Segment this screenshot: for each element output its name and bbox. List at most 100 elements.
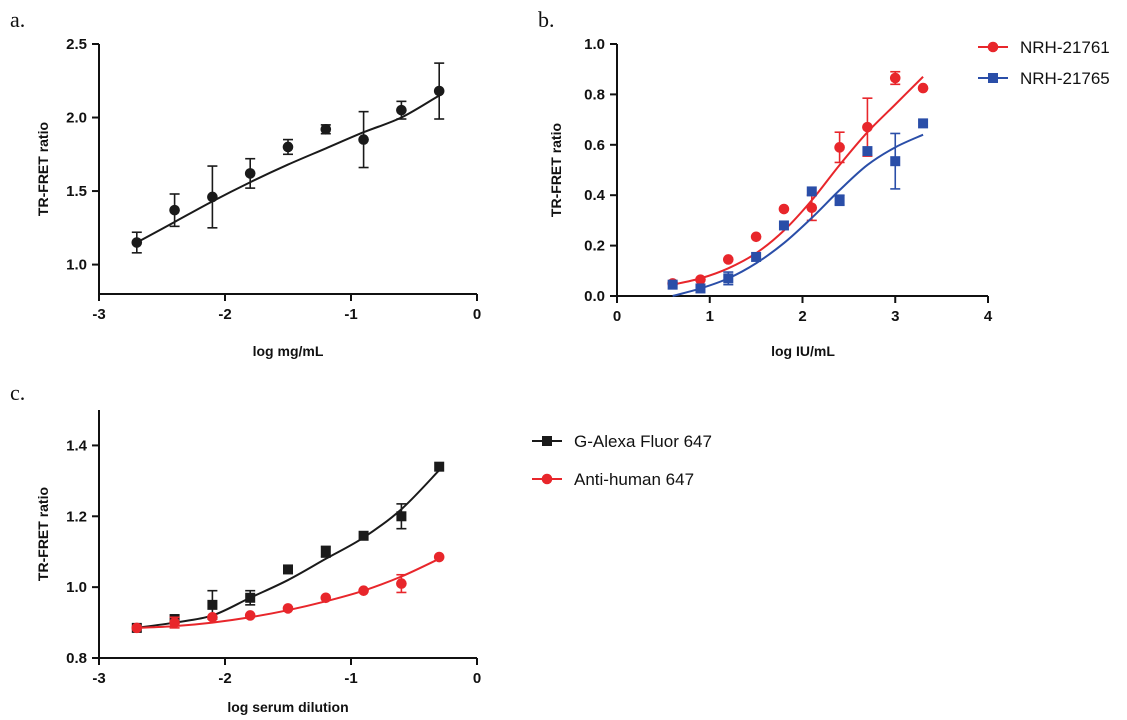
legend-label: NRH-21765 — [1020, 69, 1110, 88]
legend-label: Anti-human 647 — [574, 470, 694, 489]
y-axis-title: TR-FRET ratio — [35, 487, 51, 581]
x-tick-label: 3 — [891, 308, 899, 325]
data-point — [723, 273, 734, 284]
data-point — [667, 279, 678, 290]
data-point — [169, 204, 180, 216]
data-point — [320, 546, 331, 557]
data-point — [834, 195, 845, 206]
data-point — [131, 237, 143, 248]
panel-letter: a. — [10, 7, 25, 32]
data-point — [358, 530, 369, 541]
y-tick-label: 1.0 — [66, 579, 87, 596]
data-point — [778, 203, 790, 215]
data-point — [433, 85, 445, 97]
y-tick-label: 1.5 — [66, 183, 87, 200]
y-tick-label: 0.2 — [584, 238, 605, 255]
y-tick-label: 0.8 — [66, 650, 87, 667]
data-point — [245, 592, 256, 603]
data-point — [918, 118, 929, 129]
y-tick-label: 0.8 — [584, 86, 605, 103]
data-point — [207, 611, 218, 623]
y-tick-label: 2.5 — [66, 36, 87, 53]
panel-letter: c. — [10, 380, 25, 405]
data-point — [283, 564, 293, 575]
data-point — [169, 617, 180, 628]
data-point — [695, 283, 706, 294]
panel-c: c. 0.8 1.0 1.2 1.4 -3 -2 -1 0 log serum dilution T… — [10, 380, 712, 715]
legend-label: NRH-21761 — [1020, 38, 1110, 57]
data-point — [358, 585, 369, 596]
x-tick-label: -2 — [218, 306, 231, 323]
y-tick-label: 2.0 — [66, 110, 87, 127]
x-tick-label: -3 — [92, 306, 105, 323]
fit-curve — [136, 94, 440, 244]
x-axis-title: log IU/mL — [771, 343, 835, 359]
fit-curve — [136, 469, 440, 629]
x-tick-label: -2 — [218, 670, 231, 687]
series-g-alexa-fluor-647 — [131, 461, 445, 633]
data-point — [778, 220, 789, 231]
data-point — [806, 202, 818, 214]
series-nrh-21761 — [667, 70, 929, 289]
legend-marker — [987, 41, 999, 53]
y-tick-label: 0.6 — [584, 137, 605, 154]
x-tick-label: 0 — [473, 670, 481, 687]
y-tick-label: 0.4 — [584, 187, 606, 204]
data-point — [695, 274, 706, 285]
data-point — [750, 231, 762, 243]
x-tick-label: 1 — [706, 308, 714, 325]
legend-label: G-Alexa Fluor 647 — [574, 432, 712, 451]
x-axis-title: log serum dilution — [227, 699, 348, 715]
x-tick-label: -1 — [344, 306, 357, 323]
data-point — [320, 592, 332, 604]
data-point — [889, 72, 901, 84]
data-point — [434, 461, 445, 472]
data-point — [282, 141, 294, 153]
data-point — [207, 599, 218, 610]
legend-marker — [542, 436, 552, 446]
x-tick-label: -1 — [344, 670, 357, 687]
legend-marker — [988, 73, 998, 83]
data-point — [834, 142, 845, 153]
data-point — [723, 254, 734, 265]
y-tick-label: 1.0 — [66, 257, 87, 274]
panel-a: a. 1.0 1.5 2.0 2.5 -3 -2 -1 0 log mg/mL TR-FRET ra… — [10, 7, 481, 359]
series-nrh-21765 — [667, 118, 929, 297]
fit-curve — [672, 133, 924, 297]
data-point — [396, 578, 407, 589]
data-point — [131, 622, 143, 634]
panel-letter: b. — [538, 7, 555, 32]
fit-curve — [672, 76, 924, 286]
data-point — [282, 603, 294, 614]
data-point — [320, 123, 332, 135]
data-point — [396, 104, 407, 116]
x-tick-label: 2 — [798, 308, 806, 325]
x-tick-label: -3 — [92, 670, 105, 687]
data-point — [806, 186, 817, 197]
data-point — [358, 134, 369, 145]
data-point — [862, 121, 873, 133]
data-point — [917, 82, 929, 94]
y-tick-label: 1.2 — [66, 508, 87, 525]
data-point — [890, 156, 901, 167]
panel-b: b. 0.0 0.2 0.4 0.6 0.8 1.0 0 1 2 3 4 log IU/mL TR-FRE… — [538, 7, 1110, 359]
x-tick-label: 0 — [613, 308, 621, 325]
x-axis-title: log mg/mL — [253, 343, 324, 359]
series-data — [131, 62, 445, 254]
y-axis-title: TR-FRET ratio — [35, 122, 51, 216]
data-point — [433, 551, 445, 563]
x-tick-label: 4 — [984, 308, 993, 325]
legend-marker — [541, 473, 553, 485]
y-tick-label: 0.0 — [584, 288, 605, 305]
y-axis-title: TR-FRET ratio — [548, 123, 564, 217]
data-point — [244, 610, 256, 621]
data-point — [396, 511, 407, 522]
data-point — [207, 191, 218, 203]
data-point — [244, 168, 256, 179]
data-point — [862, 146, 873, 157]
y-tick-label: 1.4 — [66, 437, 88, 454]
data-point — [751, 251, 762, 262]
y-tick-label: 1.0 — [584, 36, 605, 53]
series-anti-human-647 — [131, 551, 445, 634]
